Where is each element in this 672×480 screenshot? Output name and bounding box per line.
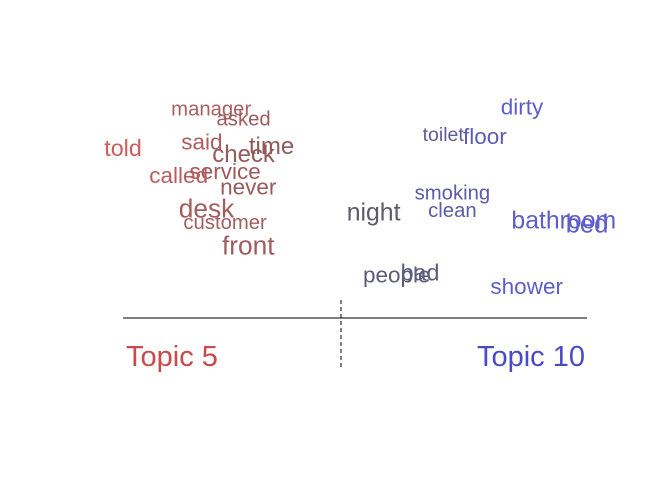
word-label: time bbox=[249, 133, 294, 160]
word-label: check bbox=[212, 141, 276, 168]
word-label: clean bbox=[428, 200, 477, 222]
word-label: people bbox=[363, 262, 431, 287]
word-label: bathroom bbox=[511, 208, 616, 235]
word-label: toilet bbox=[423, 124, 465, 146]
word-label: night bbox=[347, 200, 401, 227]
word-label: dirty bbox=[501, 95, 544, 120]
word-label: shower bbox=[490, 274, 563, 299]
word-label: floor bbox=[463, 124, 507, 149]
word-label: service bbox=[189, 159, 260, 184]
word-label: bad bbox=[401, 260, 440, 286]
word-label: never bbox=[220, 175, 277, 200]
word-label: told bbox=[104, 135, 142, 161]
word-label: desk bbox=[179, 193, 235, 223]
topic-left-label: Topic 5 bbox=[126, 341, 218, 373]
word-label: bed bbox=[566, 211, 609, 239]
word-label: called bbox=[149, 163, 208, 188]
word-label: said bbox=[181, 130, 222, 155]
topic-right-label: Topic 10 bbox=[477, 341, 585, 373]
word-label: customer bbox=[183, 212, 267, 234]
word-label: smoking bbox=[415, 183, 491, 205]
word-label: front bbox=[222, 230, 275, 260]
word-label: manager bbox=[171, 99, 251, 121]
word-label: asked bbox=[217, 109, 271, 131]
